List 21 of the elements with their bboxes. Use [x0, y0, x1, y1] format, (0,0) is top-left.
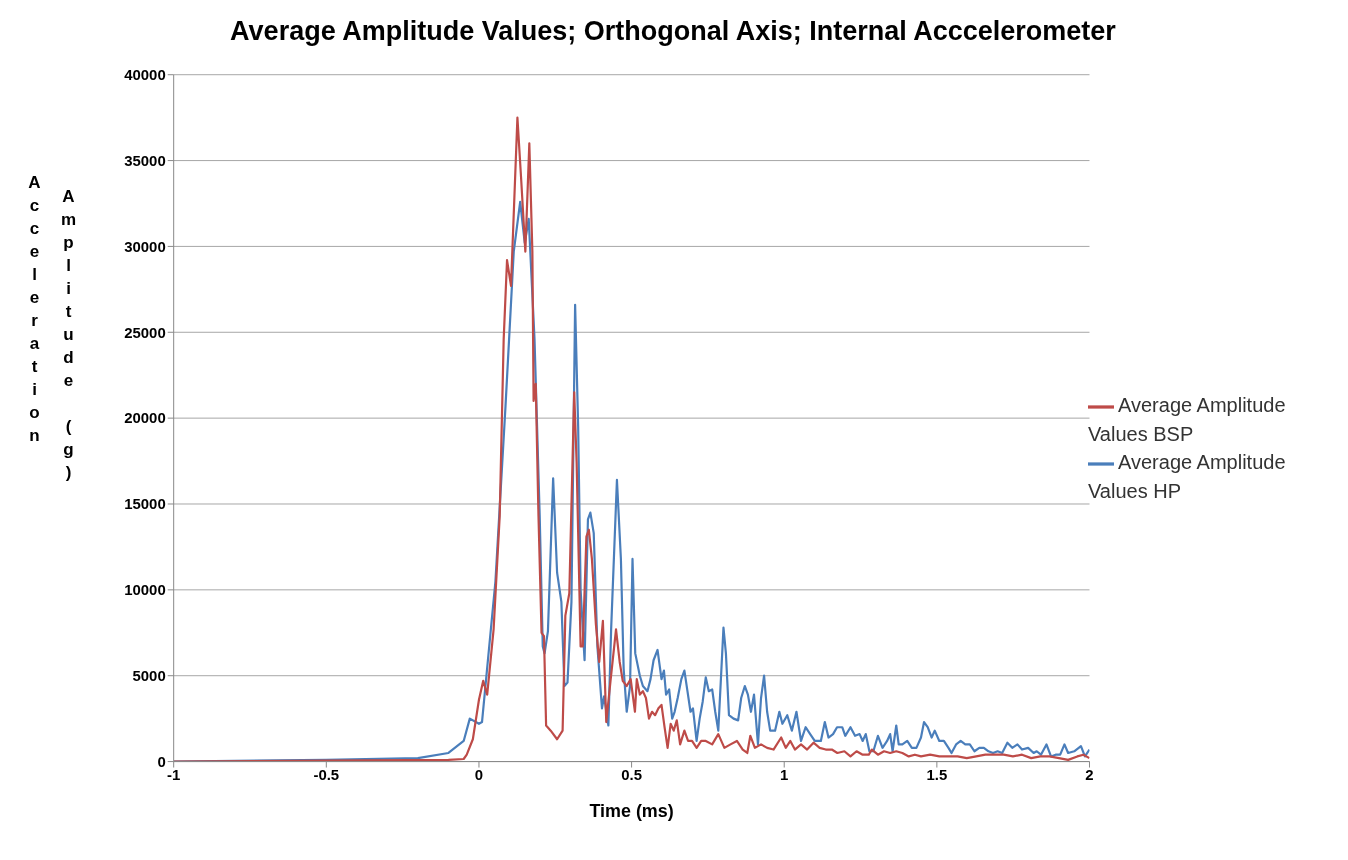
- chart-title: Average Amplitude Values; Orthogonal Axis; Internal Acccelerometer: [229, 15, 1117, 48]
- y-tick-label: 35000: [123, 151, 166, 169]
- x-tick-label: 1.5: [926, 766, 947, 784]
- x-axis-title: Time (ms): [589, 801, 674, 822]
- legend-label: Average Amplitude Values HP: [1088, 451, 1286, 502]
- x-tick-label: 2: [1084, 766, 1094, 784]
- x-tick-label: 0: [474, 766, 483, 784]
- y-tick-label: 0: [157, 752, 166, 770]
- x-tick-label: 0.5: [620, 766, 642, 784]
- y-tick-label: 5000: [132, 667, 166, 685]
- y-tick-label: 10000: [123, 581, 166, 599]
- y-tick-label: 30000: [123, 237, 166, 255]
- x-tick-label: -1: [166, 766, 180, 784]
- y-tick-label: 25000: [123, 323, 166, 341]
- x-tick-label: 1: [779, 766, 789, 784]
- y-tick-label: 20000: [123, 409, 166, 427]
- y-tick-label: 15000: [123, 495, 166, 513]
- y-axis-title: Acceleration Amplitude (g): [24, 173, 78, 486]
- y-tick-label: 40000: [123, 66, 166, 84]
- legend-label: Average Amplitude Values BSP: [1088, 394, 1286, 445]
- x-tick-label: -0.5: [313, 766, 339, 784]
